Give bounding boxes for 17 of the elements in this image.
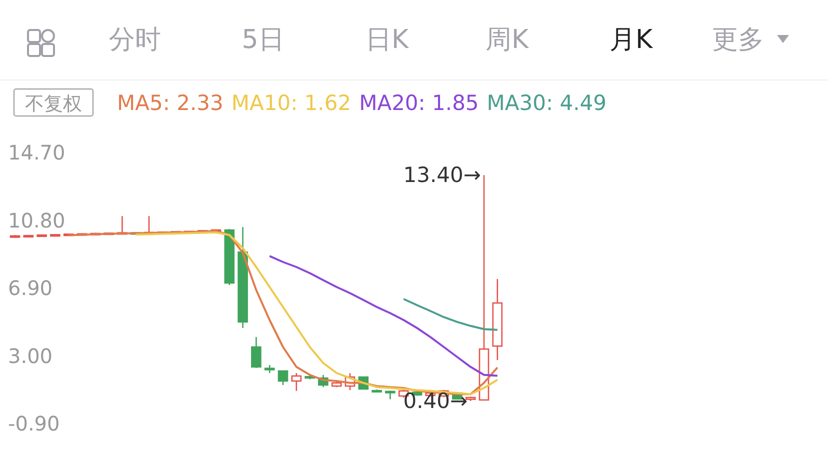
text: MA20: 1.85 (359, 91, 479, 115)
y-tick-label: 10.80 (8, 208, 66, 232)
y-tick-label: 3.00 (8, 344, 53, 368)
annotation: 13.40→ (403, 163, 481, 188)
text: 更多 (712, 25, 764, 55)
text: 日K (365, 25, 410, 55)
text: 5日 (242, 25, 284, 55)
y-tick-label: -0.90 (8, 412, 60, 436)
y-tick-label: 6.90 (8, 276, 53, 300)
text: 分时 (109, 25, 161, 55)
text: MA30: 4.49 (486, 91, 607, 115)
y-tick-label: 14.70 (8, 140, 66, 164)
text: 不复权 (25, 93, 82, 115)
text: MA5: 2.33 (117, 91, 224, 115)
text: 周K (485, 25, 530, 55)
text: 月K (609, 25, 654, 55)
text: MA10: 1.62 (231, 91, 352, 115)
